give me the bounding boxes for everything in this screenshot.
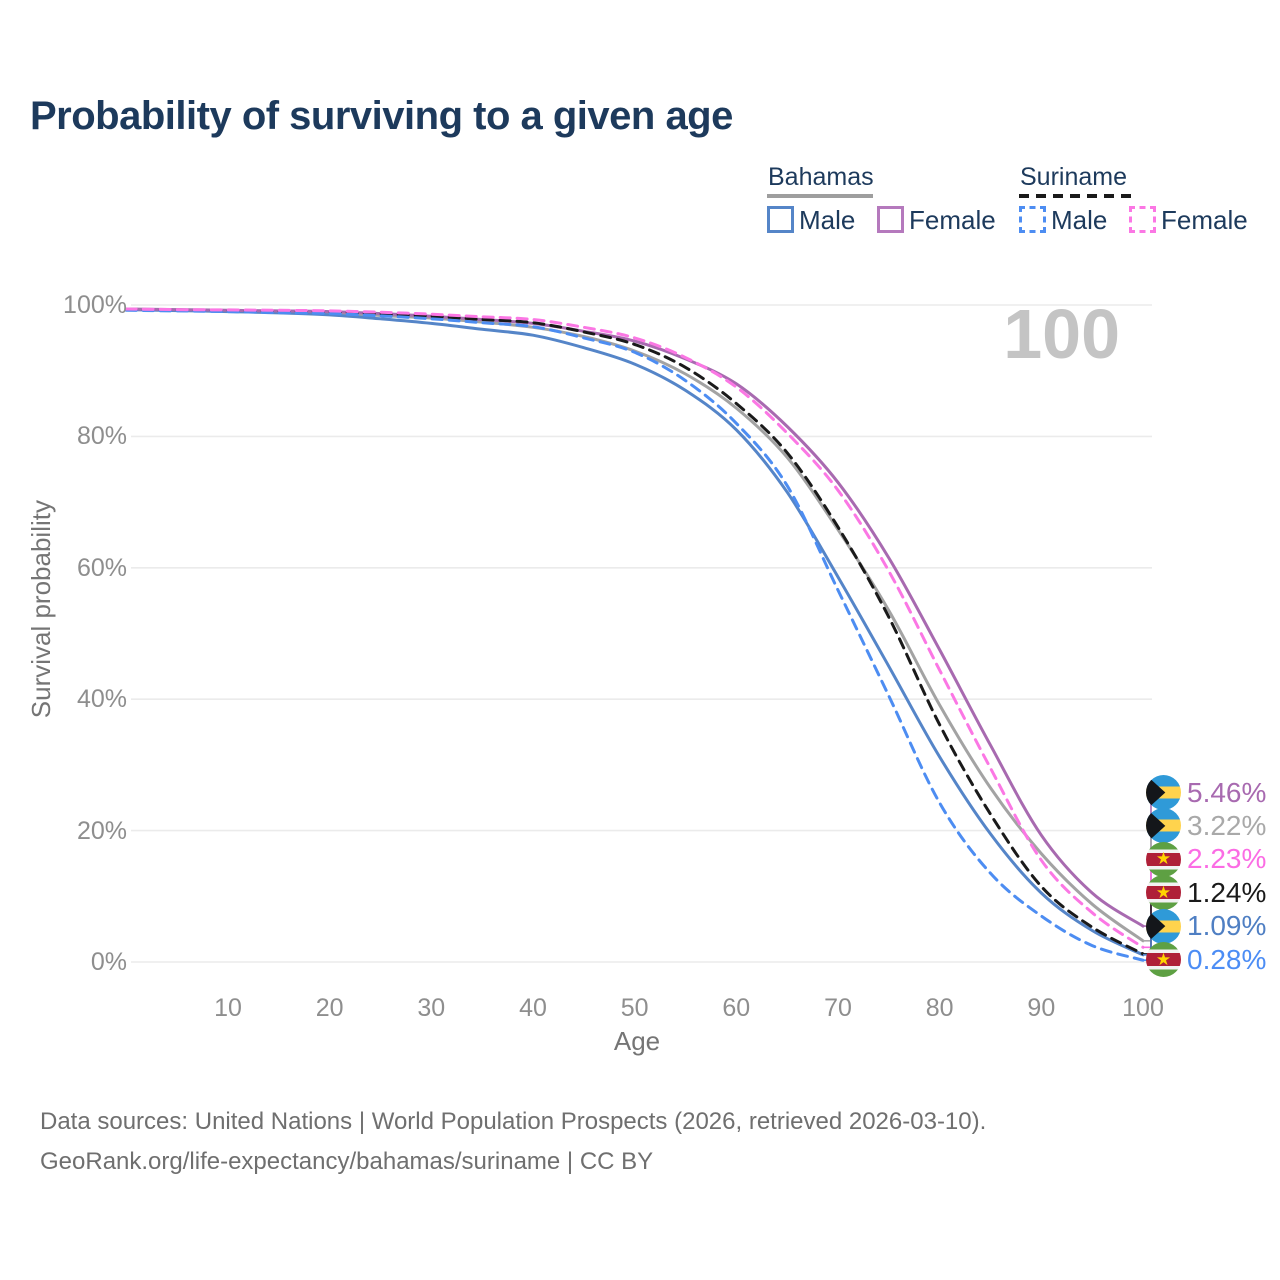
end-label-row-bahamas-female: 5.46% [1146,775,1266,810]
legend-swatch-bahamas-male [767,206,794,233]
y-tick-80: 80% [76,422,127,451]
bahamas-flag-icon [1146,775,1181,810]
end-label-row-bahamas-both-sexes-: 3.22% [1146,808,1267,844]
legend-label-bahamas-female: Female [909,205,996,235]
suriname-flag-icon: ★ [1146,841,1181,877]
y-tick-20: 20% [76,816,127,845]
suriname-flag-icon: ★ [1146,942,1181,977]
y-tick-100: 100% [63,291,127,319]
legend-bahamas-line-sample [767,194,873,198]
x-tick-60: 60 [722,994,751,1022]
page-title: Probability of surviving to a given age [30,94,733,138]
y-tick-0: 0% [90,948,127,976]
suriname-star-icon: ★ [1155,882,1172,902]
watermark-100: 100 [1003,295,1120,373]
footer-attribution-line: GeoRank.org/life-expectancy/bahamas/suri… [40,1148,654,1175]
end-label-value: 1.24% [1187,876,1267,908]
legend-label-suriname-male: Male [1051,205,1108,235]
suriname-star-icon: ★ [1155,949,1172,969]
legend-swatch-suriname-male [1019,206,1046,233]
bahamas-flag-icon [1146,808,1181,844]
series-line-bahamas-both-sexes- [124,307,1145,943]
x-tick-40: 40 [519,994,547,1022]
legend-group-suriname-title: Suriname [1020,163,1127,191]
legend-suriname-line-sample [1019,194,1131,198]
x-tick-90: 90 [1027,994,1056,1022]
end-label-value: 3.22% [1187,809,1267,841]
y-tick-40: 40% [76,685,127,714]
series-line-suriname-both-sexes- [124,308,1145,956]
x-tick-30: 30 [417,994,446,1022]
legend-label-suriname-female: Female [1161,205,1248,235]
legend-group-bahamas-title: Bahamas [768,163,874,191]
end-label-value: 1.09% [1187,910,1267,942]
end-label-value: 0.28% [1187,943,1267,975]
bahamas-flag-icon [1146,908,1181,944]
x-tick-100: 100 [1122,994,1164,1022]
x-tick-80: 80 [925,994,954,1022]
y-tick-60: 60% [76,553,127,582]
legend-label-bahamas-male: Male [799,205,856,235]
series-line-suriname-male [124,308,1145,962]
x-tick-20: 20 [315,994,344,1022]
suriname-flag-icon: ★ [1146,875,1181,911]
x-axis-title: Age [613,1026,661,1056]
x-tick-10: 10 [214,994,242,1022]
series-line-suriname-female [124,307,1145,949]
end-label-row-suriname-female: ★ 2.23% [1146,841,1267,877]
legend-swatch-suriname-female [1129,206,1156,233]
end-label-row-suriname-male: ★ 0.28% [1146,942,1266,977]
x-tick-50: 50 [620,994,649,1022]
series-line-bahamas-male [124,308,1145,957]
suriname-star-icon: ★ [1155,849,1172,869]
end-label-row-suriname-both-sexes-: ★ 1.24% [1146,875,1267,911]
series-line-bahamas-female [124,307,1145,928]
legend-swatch-bahamas-female [877,206,904,233]
end-label-value: 2.23% [1187,843,1267,875]
end-label-value: 5.46% [1187,776,1267,808]
end-label-row-bahamas-male: 1.09% [1146,908,1267,944]
x-tick-70: 70 [824,994,852,1022]
footer-source-line: Data sources: United Nations | World Pop… [40,1108,987,1135]
